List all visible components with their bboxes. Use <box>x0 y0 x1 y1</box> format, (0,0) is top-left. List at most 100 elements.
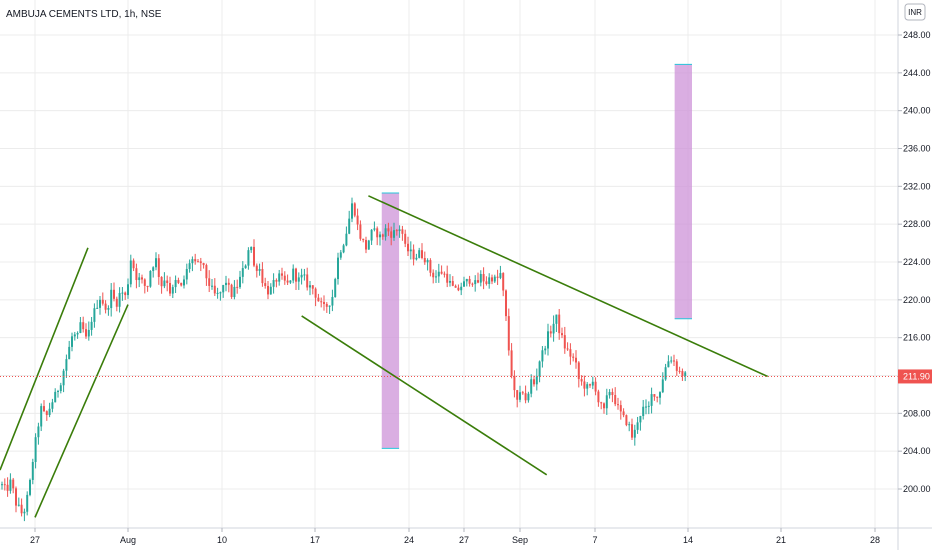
candle-body <box>379 234 381 238</box>
candle-body <box>96 307 99 309</box>
candle-body <box>188 263 191 269</box>
candle-body <box>499 273 502 278</box>
candle-body <box>393 230 395 238</box>
candle-body <box>9 479 12 491</box>
candle-body <box>51 402 54 409</box>
x-tick-label: 21 <box>776 535 786 545</box>
currency-button-bg[interactable] <box>904 3 926 21</box>
candle-body <box>107 308 110 310</box>
candle-body <box>541 350 544 362</box>
candle-body <box>642 406 645 417</box>
candle-body <box>471 283 474 285</box>
candle-body <box>244 265 247 269</box>
trendline[interactable] <box>301 315 548 476</box>
trendline[interactable] <box>0 247 89 471</box>
y-tick-label: 244.00 <box>903 68 931 78</box>
candle-body <box>356 215 359 225</box>
candle-body <box>12 479 15 489</box>
y-tick-label: 236.00 <box>903 144 931 154</box>
candle-body <box>155 258 157 268</box>
candle-body <box>62 370 65 386</box>
candle-body <box>684 372 687 376</box>
candle-body <box>295 268 297 282</box>
candle-body <box>605 395 608 409</box>
candle-body <box>160 276 163 287</box>
highlight-boxes <box>381 63 692 449</box>
candle-body <box>650 394 653 406</box>
candle-body <box>463 281 465 287</box>
time-axis[interactable]: 27 Aug 10 17 24 27 Sep 7 14 21 28 <box>30 528 880 545</box>
candle-body <box>300 274 303 278</box>
candle-body <box>20 504 23 514</box>
candle-body <box>236 286 239 288</box>
candle-body <box>661 379 664 393</box>
trendline[interactable] <box>368 195 768 378</box>
candle-body <box>435 276 437 278</box>
candle-body <box>328 305 331 307</box>
candle-body <box>342 245 345 253</box>
candle-body <box>625 415 628 426</box>
currency-button[interactable]: INR <box>904 3 926 21</box>
candle-body <box>317 297 320 302</box>
candle-body <box>443 273 446 275</box>
currency-label[interactable]: INR <box>908 8 922 17</box>
x-tick-label: 27 <box>30 535 40 545</box>
candle-body <box>645 406 647 408</box>
candle-body <box>309 285 311 288</box>
candle-body <box>362 238 365 241</box>
candle-body <box>426 260 429 263</box>
candle-body <box>547 331 549 349</box>
grid <box>0 0 898 528</box>
candle-body <box>675 361 678 371</box>
candle-body <box>233 286 236 298</box>
candle-body <box>250 246 253 251</box>
candle-body <box>418 250 421 258</box>
trendlines[interactable] <box>0 195 768 518</box>
candle-body <box>59 385 62 391</box>
candle-body <box>23 511 26 514</box>
candle-body <box>325 303 328 307</box>
x-tick-label: 27 <box>459 535 469 545</box>
candle-body <box>681 371 684 376</box>
candle-body <box>544 348 547 351</box>
candle-body <box>306 274 309 288</box>
x-tick-label: 7 <box>592 535 597 545</box>
candle-body <box>219 292 222 294</box>
candlestick-series <box>1 197 687 522</box>
candle-body <box>297 277 300 282</box>
x-tick-label: 17 <box>310 535 320 545</box>
candle-body <box>474 280 477 285</box>
candle-body <box>269 286 272 295</box>
candle-body <box>29 479 31 495</box>
candle-body <box>34 437 37 462</box>
price-axis[interactable]: 248.00 244.00 240.00 236.00 232.00 228.00 224.… <box>898 30 931 494</box>
candle-body <box>121 292 124 294</box>
candle-body <box>673 360 675 362</box>
candle-body <box>381 234 384 237</box>
candle-body <box>597 391 600 403</box>
candle-body <box>373 228 376 230</box>
candle-body <box>572 356 575 358</box>
candle-body <box>292 268 295 281</box>
candle-body <box>507 316 510 351</box>
candle-body <box>583 381 586 389</box>
candle-body <box>79 322 82 334</box>
candle-body <box>633 429 636 438</box>
x-tick-label: 14 <box>683 535 693 545</box>
candle-body <box>580 379 583 382</box>
candle-body <box>477 280 479 283</box>
candle-body <box>45 411 48 415</box>
candle-body <box>502 273 505 291</box>
candle-body <box>90 321 93 330</box>
candle-body <box>409 249 412 252</box>
candle-body <box>37 426 40 438</box>
trendline[interactable] <box>34 304 129 518</box>
candle-body <box>563 335 566 349</box>
candle-body <box>678 370 681 372</box>
candle-body <box>432 272 435 278</box>
candle-body <box>505 290 507 317</box>
candle-body <box>524 393 527 401</box>
candle-body <box>323 302 325 304</box>
candle-body <box>390 231 393 238</box>
